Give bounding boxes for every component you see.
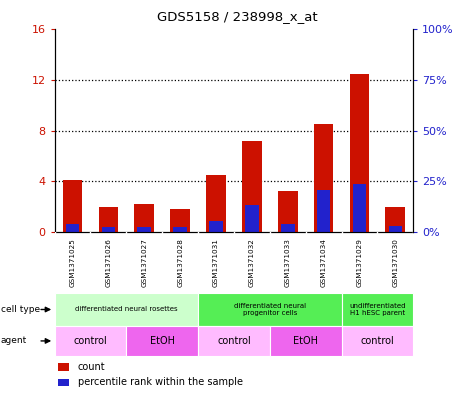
Text: GSM1371030: GSM1371030	[392, 238, 399, 287]
Bar	[55, 326, 126, 356]
Text: GSM1371032: GSM1371032	[249, 238, 255, 287]
Bar	[278, 191, 298, 232]
Text: GDS5158 / 238998_x_at: GDS5158 / 238998_x_at	[157, 10, 318, 23]
Bar	[58, 379, 69, 386]
Text: GSM1371025: GSM1371025	[69, 238, 76, 287]
Text: control: control	[74, 336, 107, 346]
Text: GSM1371026: GSM1371026	[105, 238, 112, 287]
Bar	[173, 227, 187, 232]
Bar	[342, 326, 413, 356]
Bar	[385, 207, 405, 232]
Text: GSM1371029: GSM1371029	[356, 238, 362, 287]
Bar	[126, 326, 198, 356]
Text: GSM1371033: GSM1371033	[285, 238, 291, 287]
Text: GSM1371027: GSM1371027	[141, 238, 147, 287]
Bar	[314, 124, 333, 232]
Bar	[66, 224, 79, 232]
Bar	[317, 190, 331, 232]
Bar	[352, 184, 366, 232]
Bar	[137, 227, 151, 232]
Bar	[350, 74, 370, 232]
Text: GSM1371034: GSM1371034	[321, 238, 327, 287]
Bar	[102, 228, 115, 232]
Text: control: control	[361, 336, 394, 346]
Bar	[63, 180, 83, 232]
Text: differentiated neural
progenitor cells: differentiated neural progenitor cells	[234, 303, 306, 316]
Bar	[58, 364, 69, 371]
Text: count: count	[78, 362, 105, 372]
Bar	[245, 204, 259, 232]
Bar	[342, 293, 413, 326]
Text: percentile rank within the sample: percentile rank within the sample	[78, 377, 243, 387]
Bar	[206, 175, 226, 232]
Text: GSM1371028: GSM1371028	[177, 238, 183, 287]
Bar	[209, 220, 223, 232]
Bar	[198, 326, 270, 356]
Bar	[55, 293, 198, 326]
Text: GSM1371031: GSM1371031	[213, 238, 219, 287]
Text: agent: agent	[1, 336, 27, 345]
Text: cell type: cell type	[1, 305, 40, 314]
Text: EtOH: EtOH	[150, 336, 175, 346]
Text: undifferentiated
H1 hESC parent: undifferentiated H1 hESC parent	[349, 303, 406, 316]
Bar	[98, 207, 118, 232]
Bar	[389, 226, 402, 232]
Bar	[170, 209, 190, 232]
Text: EtOH: EtOH	[293, 336, 318, 346]
Bar	[198, 293, 342, 326]
Text: differentiated neural rosettes: differentiated neural rosettes	[75, 307, 178, 312]
Bar	[281, 224, 294, 232]
Text: control: control	[217, 336, 251, 346]
Bar	[134, 204, 154, 232]
Bar	[270, 326, 342, 356]
Bar	[242, 141, 262, 232]
